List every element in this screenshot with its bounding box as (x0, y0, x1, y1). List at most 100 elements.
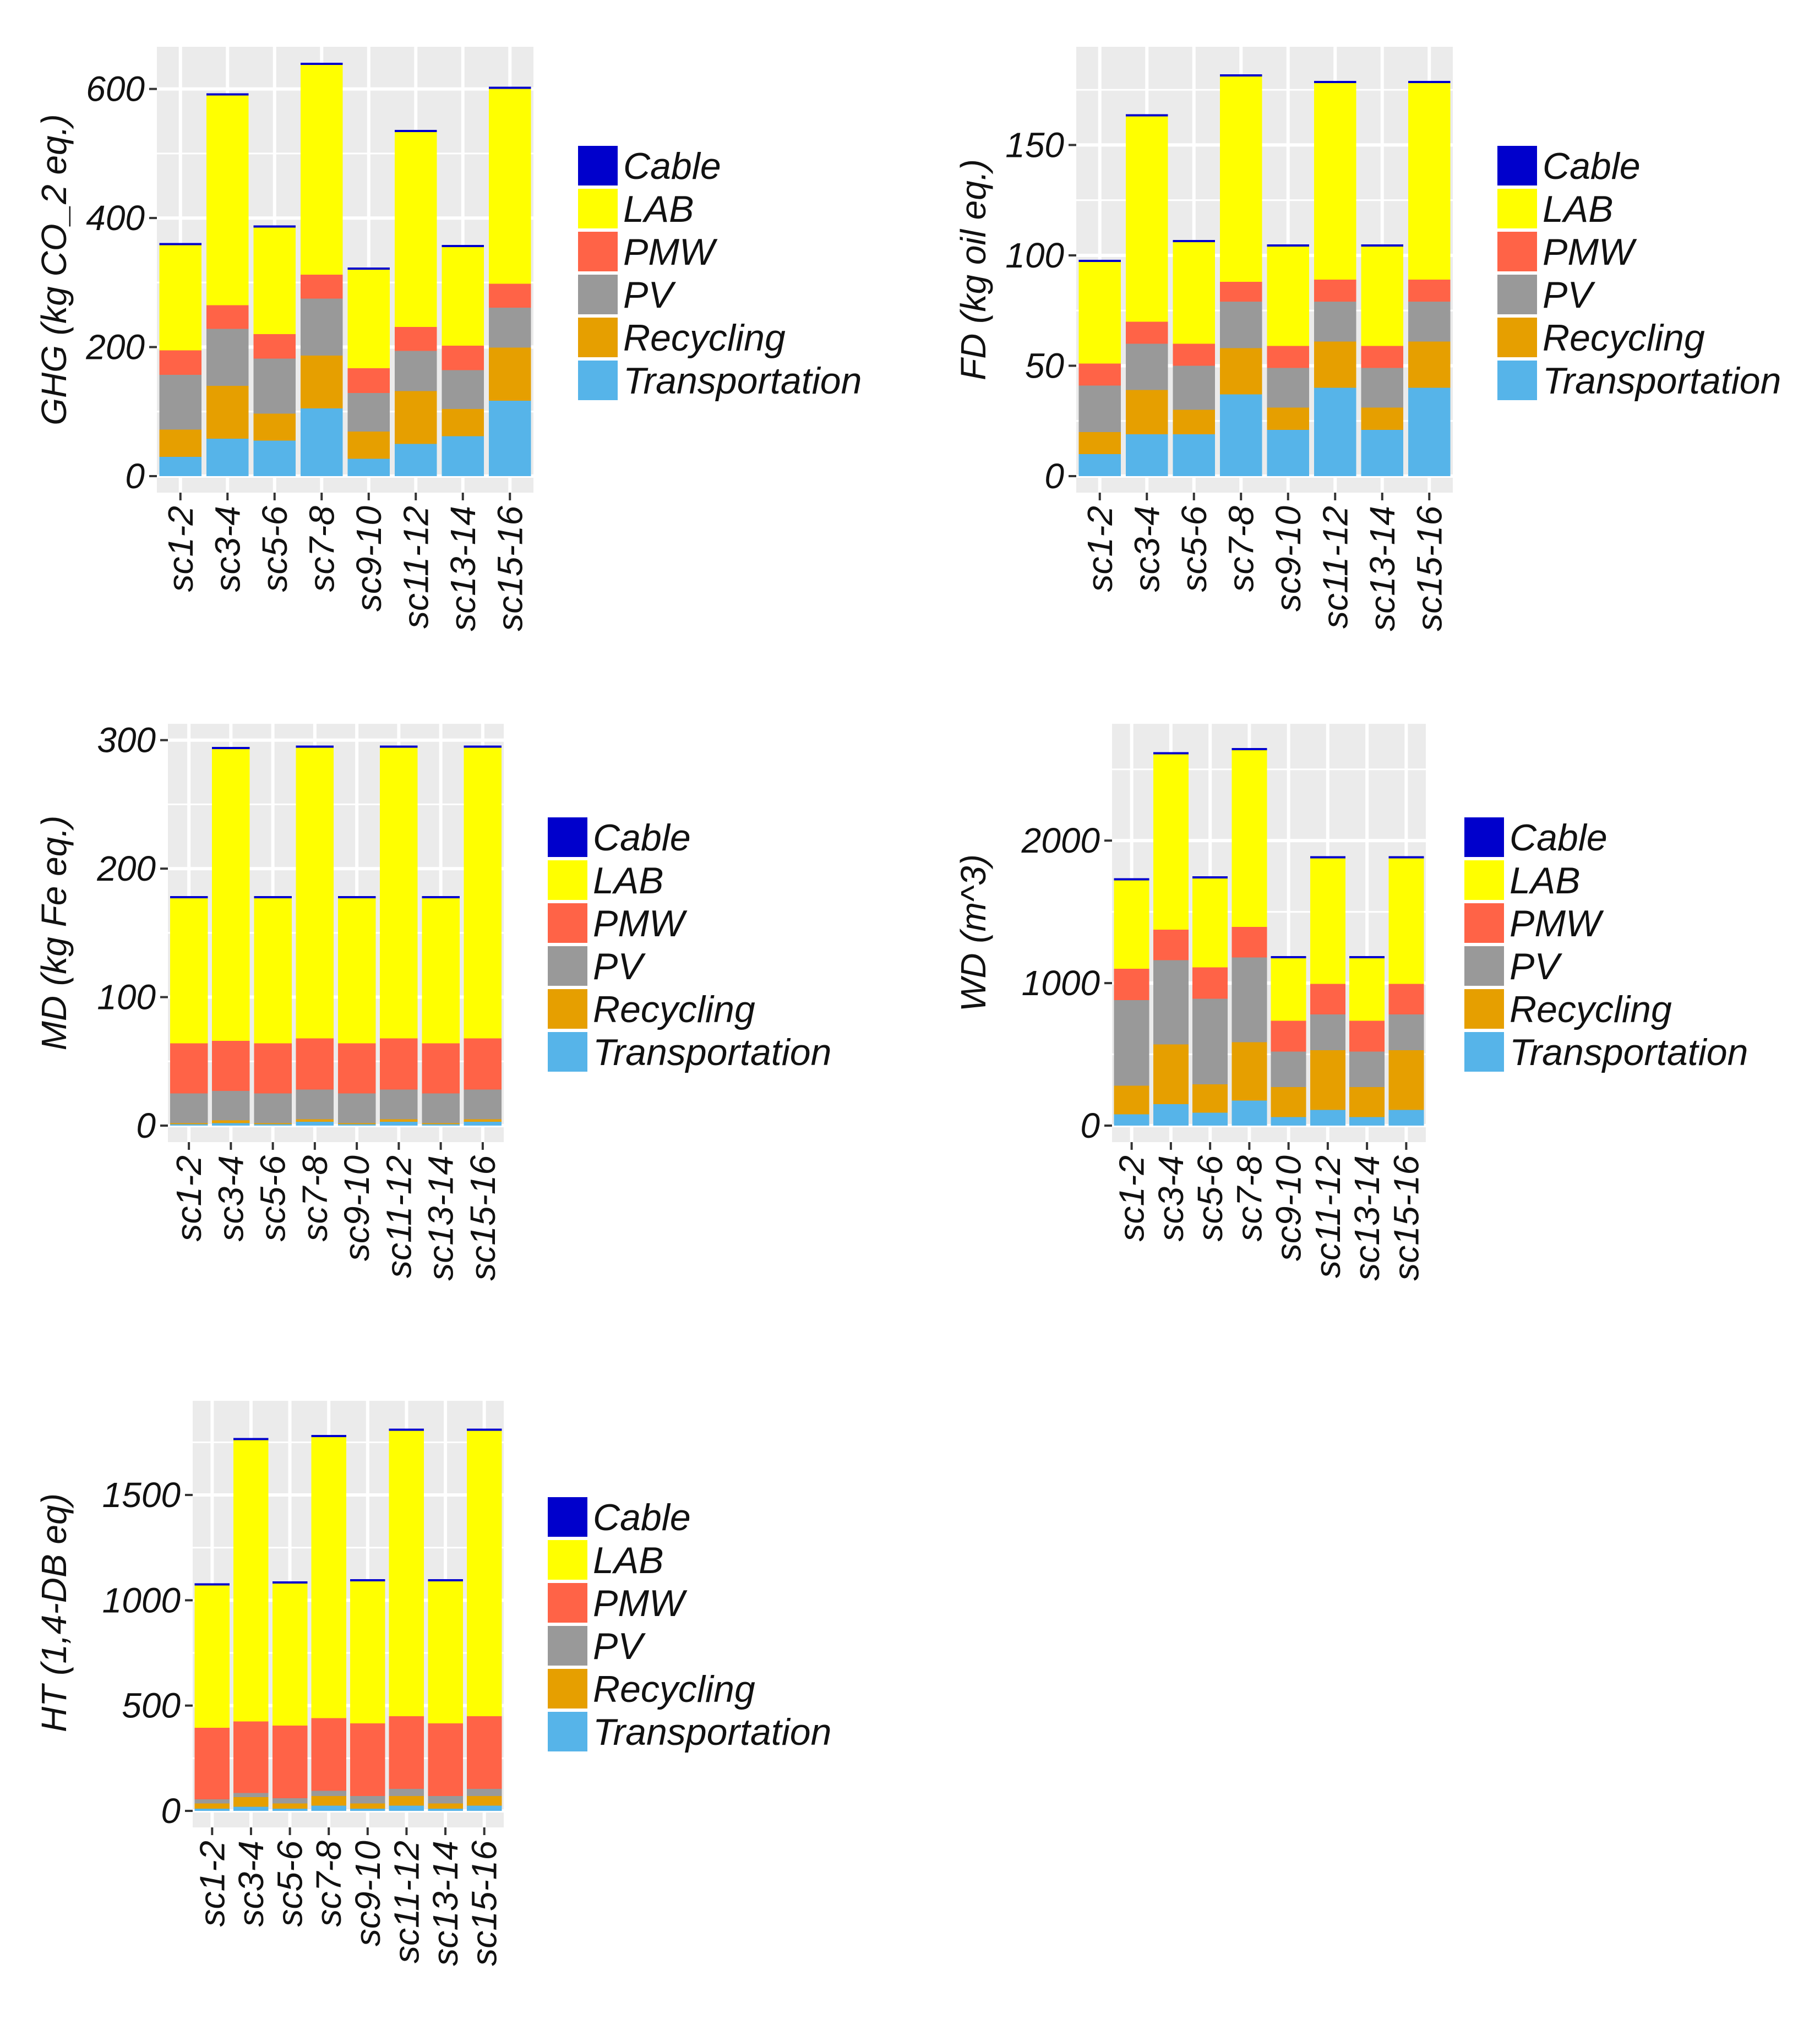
bar-pmw-sc11-12 (1310, 984, 1345, 1015)
bar-lab-sc1-2 (194, 1585, 230, 1728)
bar-lab-sc3-4 (1125, 116, 1168, 322)
bar-recycling-sc9-10 (350, 1803, 385, 1809)
bar-pmw-sc11-12 (389, 1716, 424, 1789)
bar-recycling-sc9-10 (1271, 1087, 1306, 1117)
bar-pv-sc7-8 (1219, 302, 1262, 348)
bar-lab-sc7-8 (296, 747, 334, 1039)
legend-swatch-transportation (548, 1712, 587, 1751)
bar-recycling-sc7-8 (311, 1796, 346, 1806)
bar-cable-sc3-4 (1125, 114, 1168, 117)
bar-pmw-sc1-2 (170, 1043, 208, 1094)
bar-pv-sc5-6 (254, 1093, 292, 1123)
bar-cable-sc15-16 (464, 745, 502, 748)
x-tick-label: sc13-14 (421, 1155, 461, 1281)
x-tick-label: sc15-16 (463, 1155, 503, 1281)
y-axis-title-wd: WD (m^3) (953, 854, 993, 1012)
legend-label-lab: LAB (1543, 188, 1614, 230)
bar-transportation-sc5-6 (254, 1124, 292, 1126)
y-tick-label: 1000 (102, 1580, 181, 1620)
x-tick-label: sc9-10 (1269, 1155, 1309, 1262)
bar-cable-sc3-4 (233, 1438, 269, 1440)
bar-pmw-sc7-8 (296, 1038, 334, 1090)
y-axis-title-fd: FD (kg oil eq.) (953, 159, 993, 380)
y-tick-label: 600 (86, 69, 145, 109)
bar-transportation-sc11-12 (1310, 1110, 1345, 1126)
x-tick-label: sc5-6 (1190, 1155, 1230, 1242)
legend-md: Cable LAB PMW PV Recycling Transportatio… (548, 817, 831, 1073)
bar-cable-sc5-6 (1173, 239, 1216, 242)
bar-cable-sc11-12 (1310, 856, 1345, 859)
legend-swatch-lab (548, 860, 587, 900)
x-tick-label: sc13-14 (426, 1841, 465, 1966)
x-tick-label: sc3-4 (208, 506, 247, 592)
legend-label-recycling: Recycling (1543, 317, 1705, 359)
legend-label-pmw: PMW (593, 903, 688, 945)
bar-cable-sc15-16 (488, 86, 531, 89)
bar-transportation-sc13-14 (428, 1809, 463, 1811)
bar-pv-sc1-2 (159, 374, 202, 430)
legend-label-cable: Cable (1543, 145, 1641, 187)
bars-ht (194, 1428, 502, 1811)
bar-transportation-sc11-12 (380, 1121, 418, 1126)
bar-pv-sc9-10 (1271, 1051, 1306, 1088)
bar-cable-sc7-8 (311, 1434, 346, 1437)
x-tick-label: sc9-10 (348, 1841, 388, 1947)
bar-pv-sc11-12 (394, 351, 437, 391)
bar-pv-sc13-14 (442, 370, 484, 410)
bar-pmw-sc13-14 (442, 346, 484, 370)
bar-transportation-sc11-12 (1314, 387, 1356, 476)
legend-swatch-lab (548, 1540, 587, 1580)
bar-lab-sc13-14 (1361, 246, 1404, 346)
legend-label-recycling: Recycling (623, 317, 786, 359)
bar-cable-sc5-6 (254, 896, 292, 898)
bar-lab-sc1-2 (1114, 880, 1149, 969)
bar-recycling-sc7-8 (1219, 348, 1262, 395)
bar-lab-sc7-8 (311, 1437, 346, 1718)
bar-recycling-sc7-8 (296, 1119, 334, 1122)
legend-swatch-pv (578, 275, 618, 314)
bar-pv-sc15-16 (464, 1089, 502, 1120)
legend-label-pmw: PMW (623, 231, 718, 273)
bar-pmw-sc3-4 (212, 1040, 250, 1091)
x-tick-label: sc9-10 (349, 506, 389, 612)
bar-pmw-sc9-10 (347, 368, 390, 393)
bar-cable-sc9-10 (1267, 244, 1310, 247)
bar-cable-sc7-8 (1219, 74, 1262, 77)
bar-lab-sc1-2 (159, 245, 202, 351)
bar-transportation-sc15-16 (466, 1805, 502, 1811)
bar-cable-sc7-8 (296, 745, 334, 748)
bar-lab-sc15-16 (1408, 83, 1451, 280)
bars-md (170, 745, 502, 1126)
bar-recycling-sc15-16 (488, 347, 531, 401)
bar-recycling-sc5-6 (253, 413, 296, 441)
bar-lab-sc1-2 (1078, 261, 1121, 364)
bar-recycling-sc11-12 (389, 1796, 424, 1806)
bar-pmw-sc5-6 (1173, 343, 1216, 366)
legend-label-cable: Cable (593, 1497, 691, 1538)
bar-recycling-sc3-4 (1125, 390, 1168, 434)
bar-recycling-sc13-14 (1349, 1087, 1385, 1117)
y-tick-label: 400 (86, 198, 145, 238)
bar-recycling-sc11-12 (1310, 1050, 1345, 1110)
y-ticks-fd: 0 50 100 150 (1005, 125, 1076, 496)
bar-pv-sc7-8 (311, 1791, 346, 1797)
bar-lab-sc9-10 (347, 269, 390, 369)
bar-cable-sc5-6 (253, 225, 296, 228)
bar-transportation-sc3-4 (1153, 1104, 1189, 1126)
bar-cable-sc9-10 (1271, 956, 1306, 958)
bar-cable-sc13-14 (442, 244, 484, 247)
bar-lab-sc13-14 (442, 247, 484, 346)
bar-lab-sc5-6 (272, 1583, 308, 1726)
legend-swatch-cable (548, 1497, 587, 1537)
bar-pmw-sc15-16 (466, 1716, 502, 1789)
legend-label-pv: PV (593, 1625, 646, 1667)
y-tick-label: 150 (1005, 125, 1064, 165)
bar-recycling-sc5-6 (1192, 1084, 1228, 1113)
y-axis-title-md: MD (kg Fe eq.) (34, 816, 74, 1051)
x-tick-label: sc3-4 (1127, 506, 1167, 592)
legend-swatch-transportation (1464, 1032, 1504, 1072)
bar-lab-sc11-12 (1310, 858, 1345, 984)
bar-pmw-sc3-4 (233, 1721, 269, 1793)
legend-swatch-lab (1464, 860, 1504, 900)
